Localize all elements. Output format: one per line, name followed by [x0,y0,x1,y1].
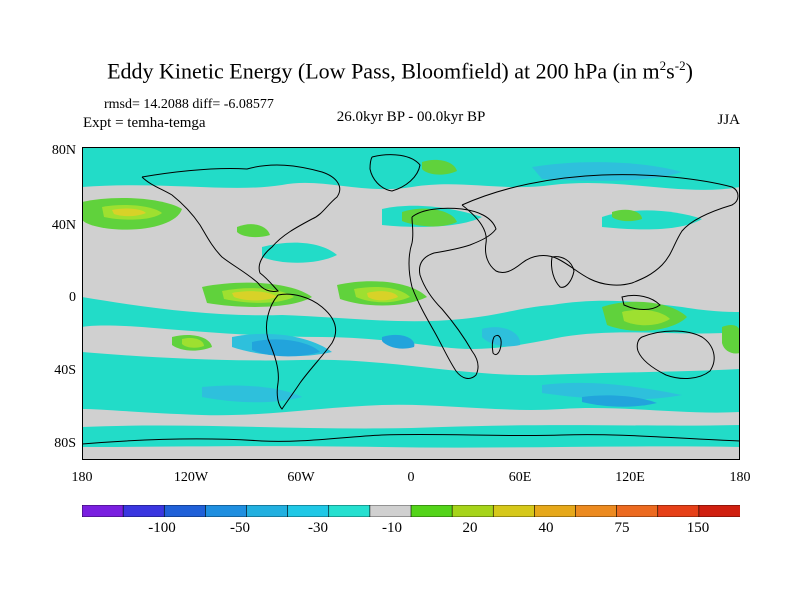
colorbar-swatch [698,505,740,517]
colorbar-swatch [657,505,700,517]
colorbar-swatch [205,505,248,517]
colorbar-swatch [82,505,124,517]
stats-text: rmsd= 14.2088 diff= -6.08577 [104,97,274,112]
colorbar-swatch [122,505,165,517]
colorbar-swatch [369,505,412,517]
lon-label-0: 0 [407,470,415,485]
colorbar-swatch [534,505,577,517]
colorbar-label-minus100: -100 [148,520,176,536]
lat-label-40n: 40N [51,218,76,233]
colorbar-swatch [163,505,206,517]
experiment-label: Expt = temha-temga [83,115,206,131]
figure-title: Eddy Kinetic Energy (Low Pass, Bloomfiel… [107,58,693,84]
lon-label-120e: 120E [615,470,645,485]
lon-label-120w: 120W [173,470,209,485]
colorbar-swatch [246,505,289,517]
colorbar-swatch [287,505,330,517]
colorbar-label-minus30: -30 [308,520,328,536]
colorbar-label-75: 75 [614,520,630,536]
colorbar-label-minus50: -50 [230,520,250,536]
lon-label-60e: 60E [508,470,532,485]
lon-label-180e: 180 [729,470,751,485]
season-label: JJA [717,112,740,128]
strong-positive-regions [112,208,398,301]
lat-label-80s: 80S [54,436,76,451]
period-label: 26.0kyr BP - 00.0kyr BP [336,109,486,125]
colorbar-swatch [616,505,659,517]
strongest-negative-regions [252,334,657,407]
coastlines [82,154,740,445]
colorbar-label-20: 20 [462,520,478,536]
colorbar-swatch [492,505,535,517]
colorbar-label-150: 150 [686,520,710,536]
colorbar-swatch [328,505,371,517]
colorbar [82,505,740,517]
colorbar-swatch [451,505,494,517]
lat-label-80n: 80N [51,143,76,158]
colorbar-swatch [410,505,453,517]
lon-label-180w: 180 [71,470,93,485]
anomaly-map [82,147,740,460]
map-frame [82,147,740,460]
lon-label-60w: 60W [287,470,315,485]
colorbar-label-minus10: -10 [382,520,402,536]
lat-label-eq: 0 [69,290,76,305]
lat-label-40s: 40S [54,363,76,378]
colorbar-label-40: 40 [538,520,554,536]
colorbar-swatch [575,505,618,517]
